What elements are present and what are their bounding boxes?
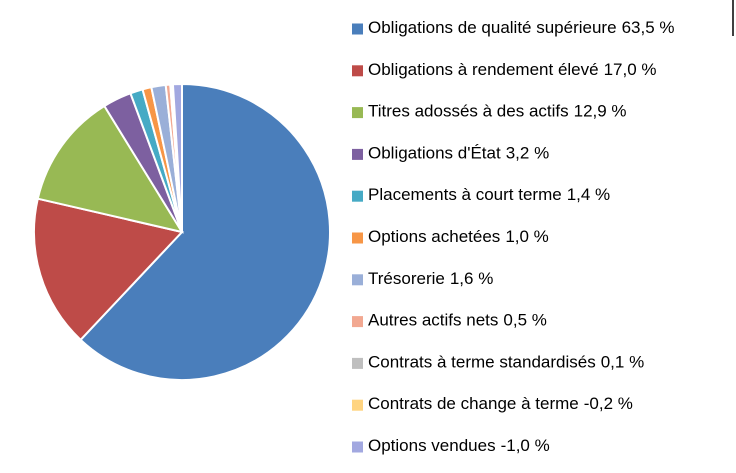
legend-label: Options vendues -1,0 % xyxy=(368,436,550,455)
legend-swatch xyxy=(352,441,363,453)
legend-label: Titres adossés à des actifs 12,9 % xyxy=(368,102,627,121)
legend-label: Options achetées 1,0 % xyxy=(368,227,549,246)
legend-swatch xyxy=(352,274,363,286)
legend-item: Obligations à rendement élevé 17,0 % xyxy=(352,60,657,79)
legend-item: Options vendues -1,0 % xyxy=(352,436,550,455)
legend-name: Options achetées xyxy=(368,227,500,246)
legend-item: Placements à court terme 1,4 % xyxy=(352,186,610,205)
legend-value: 17,0 % xyxy=(604,60,657,79)
legend-swatch xyxy=(352,399,363,411)
legend-name: Titres adossés à des actifs xyxy=(368,102,569,121)
legend-swatch xyxy=(352,65,363,77)
legend-item: Trésorerie 1,6 % xyxy=(352,269,493,288)
legend-swatch xyxy=(352,357,363,369)
legend-swatch xyxy=(352,23,363,35)
pie-slice xyxy=(33,197,184,342)
legend-value: 1,0 % xyxy=(505,227,548,246)
legend-item: Contrats de change à terme -0,2 % xyxy=(352,395,633,414)
legend-swatch xyxy=(352,316,363,328)
legend-label: Autres actifs nets 0,5 % xyxy=(368,311,547,330)
legend-label: Obligations à rendement élevé 17,0 % xyxy=(368,60,657,79)
legend-name: Obligations d'État xyxy=(368,144,501,163)
legend-label: Placements à court terme 1,4 % xyxy=(368,186,610,205)
legend-value: 0,5 % xyxy=(503,311,546,330)
legend-item: Obligations de qualité supérieure 63,5 % xyxy=(352,18,675,37)
legend-label: Contrats de change à terme -0,2 % xyxy=(368,395,633,414)
legend-name: Contrats de change à terme xyxy=(368,395,579,414)
legend-name: Options vendues xyxy=(368,436,496,455)
pie xyxy=(33,82,331,381)
legend-label: Contrats à terme standardisés 0,1 % xyxy=(368,353,644,372)
legend: Obligations de qualité supérieure 63,5 %O… xyxy=(352,18,675,455)
legend-value: 1,6 % xyxy=(450,269,493,288)
legend-item: Autres actifs nets 0,5 % xyxy=(352,311,547,330)
legend-item: Options achetées 1,0 % xyxy=(352,227,549,246)
legend-label: Trésorerie 1,6 % xyxy=(368,269,493,288)
legend-item: Contrats à terme standardisés 0,1 % xyxy=(352,353,644,372)
legend-name: Trésorerie xyxy=(368,269,445,288)
legend-swatch xyxy=(352,190,363,202)
legend-label: Obligations de qualité supérieure 63,5 % xyxy=(368,18,675,37)
legend-name: Contrats à terme standardisés xyxy=(368,353,596,372)
legend-swatch xyxy=(352,107,363,119)
legend-name: Autres actifs nets xyxy=(368,311,498,330)
legend-name: Obligations de qualité supérieure xyxy=(368,18,617,37)
legend-swatch xyxy=(352,232,363,244)
legend-value: 3,2 % xyxy=(506,144,549,163)
legend-swatch xyxy=(352,148,363,160)
legend-name: Placements à court terme xyxy=(368,186,562,205)
legend-label: Obligations d'État 3,2 % xyxy=(368,144,549,163)
pie-slice xyxy=(171,82,183,233)
pie-slice xyxy=(36,104,185,234)
legend-item: Obligations d'État 3,2 % xyxy=(352,144,549,163)
legend-value: 1,4 % xyxy=(567,186,610,205)
legend-name: Obligations à rendement élevé xyxy=(368,60,599,79)
legend-value: 63,5 % xyxy=(622,18,675,37)
pie-slice xyxy=(79,82,331,381)
legend-value: 0,1 % xyxy=(601,353,644,372)
legend-value: -0,2 % xyxy=(584,395,633,414)
legend-value: 12,9 % xyxy=(574,102,627,121)
legend-value: -1,0 % xyxy=(501,436,550,455)
legend-item: Titres adossés à des actifs 12,9 % xyxy=(352,102,627,121)
